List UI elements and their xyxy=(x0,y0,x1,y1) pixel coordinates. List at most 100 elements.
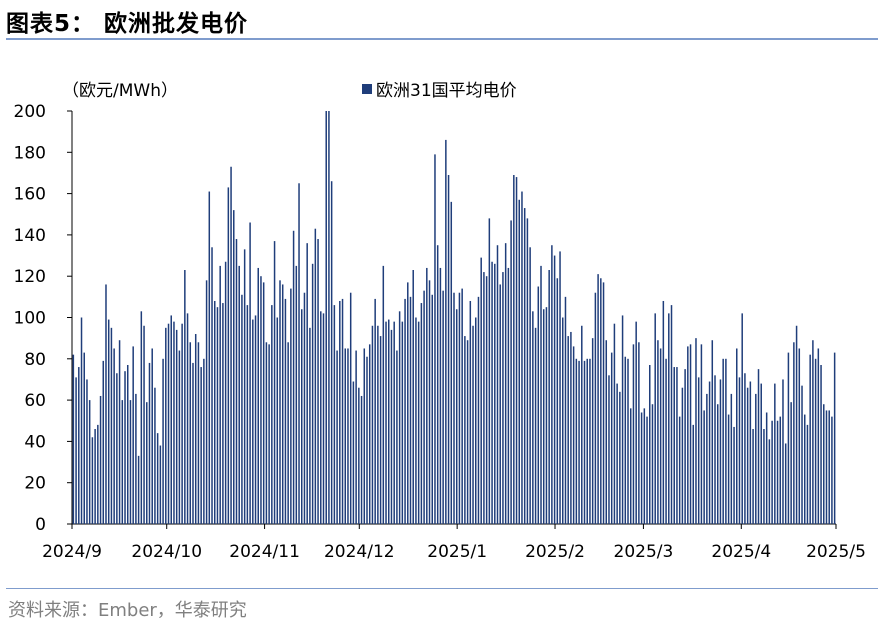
bar xyxy=(404,298,406,524)
bar xyxy=(828,410,830,524)
bar xyxy=(534,327,537,524)
bar xyxy=(181,323,183,524)
bar xyxy=(143,325,145,524)
bar xyxy=(787,352,790,524)
bar xyxy=(320,311,322,524)
bar xyxy=(268,344,270,524)
bar xyxy=(510,220,512,524)
top-rule xyxy=(6,38,878,40)
bar xyxy=(513,175,515,524)
bar xyxy=(303,292,306,524)
bar xyxy=(83,352,85,524)
bar xyxy=(635,321,637,524)
bar xyxy=(116,373,118,524)
bar xyxy=(105,284,107,524)
bar xyxy=(488,218,491,524)
bar xyxy=(684,369,686,525)
bar xyxy=(678,416,681,524)
bar xyxy=(475,317,477,524)
bar xyxy=(428,280,431,524)
bar xyxy=(260,276,262,524)
bar xyxy=(371,325,374,524)
bar xyxy=(687,346,689,524)
bar xyxy=(831,416,833,524)
bar xyxy=(464,336,466,524)
bar xyxy=(521,191,523,524)
bar xyxy=(379,336,382,524)
bar xyxy=(597,274,599,524)
bar xyxy=(613,323,616,524)
bar xyxy=(608,375,610,524)
bar xyxy=(146,402,148,524)
bar xyxy=(485,276,488,524)
bar xyxy=(760,383,762,524)
bar xyxy=(700,344,703,524)
bar xyxy=(453,292,455,524)
bar xyxy=(97,424,99,524)
bar xyxy=(439,267,442,524)
bar xyxy=(148,362,151,524)
bar xyxy=(725,358,727,524)
bar xyxy=(417,321,420,524)
bar xyxy=(409,296,412,524)
bar xyxy=(472,325,474,524)
bar xyxy=(591,338,594,524)
bar xyxy=(135,393,137,524)
bar xyxy=(600,278,602,524)
bar xyxy=(657,340,659,524)
bar xyxy=(162,358,164,524)
bar xyxy=(328,111,330,524)
bar xyxy=(257,267,259,524)
bar xyxy=(132,346,134,524)
bar xyxy=(333,305,336,524)
bar xyxy=(344,348,346,524)
bar xyxy=(779,416,782,524)
bar xyxy=(235,239,238,524)
bar xyxy=(738,377,741,524)
bar xyxy=(165,327,167,524)
y-tick-label: 40 xyxy=(24,432,46,452)
bar xyxy=(420,303,423,524)
bar xyxy=(651,404,654,524)
bar xyxy=(358,387,360,524)
x-tick-label: 2025/3 xyxy=(614,542,674,562)
bar xyxy=(339,300,341,524)
bar xyxy=(733,426,735,524)
bar xyxy=(447,175,450,524)
bar xyxy=(317,239,319,524)
bar xyxy=(99,395,102,524)
bar xyxy=(341,298,344,524)
bar xyxy=(499,284,501,524)
bar xyxy=(589,358,591,524)
x-tick-label: 2024/9 xyxy=(42,542,102,562)
y-tick-label: 80 xyxy=(24,350,46,370)
bar xyxy=(570,331,572,524)
bar xyxy=(401,321,404,524)
bar xyxy=(233,210,235,524)
bar xyxy=(640,412,643,524)
bar xyxy=(755,393,757,524)
bar xyxy=(279,280,281,524)
bar xyxy=(730,393,733,524)
bar xyxy=(186,313,189,524)
bar xyxy=(271,305,273,524)
bar xyxy=(170,315,172,524)
bar xyxy=(545,307,548,524)
bar xyxy=(537,286,540,524)
bar xyxy=(553,255,556,525)
bar xyxy=(556,278,559,524)
bar xyxy=(581,325,583,524)
bar xyxy=(194,334,197,524)
bar xyxy=(368,344,371,524)
y-tick-label: 180 xyxy=(14,143,46,163)
bar xyxy=(562,317,564,524)
bar xyxy=(78,367,80,524)
bar xyxy=(415,317,417,524)
bar xyxy=(559,251,561,525)
bar xyxy=(662,300,665,524)
bar xyxy=(382,265,385,525)
bar xyxy=(722,358,724,524)
bar xyxy=(695,338,697,524)
bar xyxy=(757,369,760,525)
